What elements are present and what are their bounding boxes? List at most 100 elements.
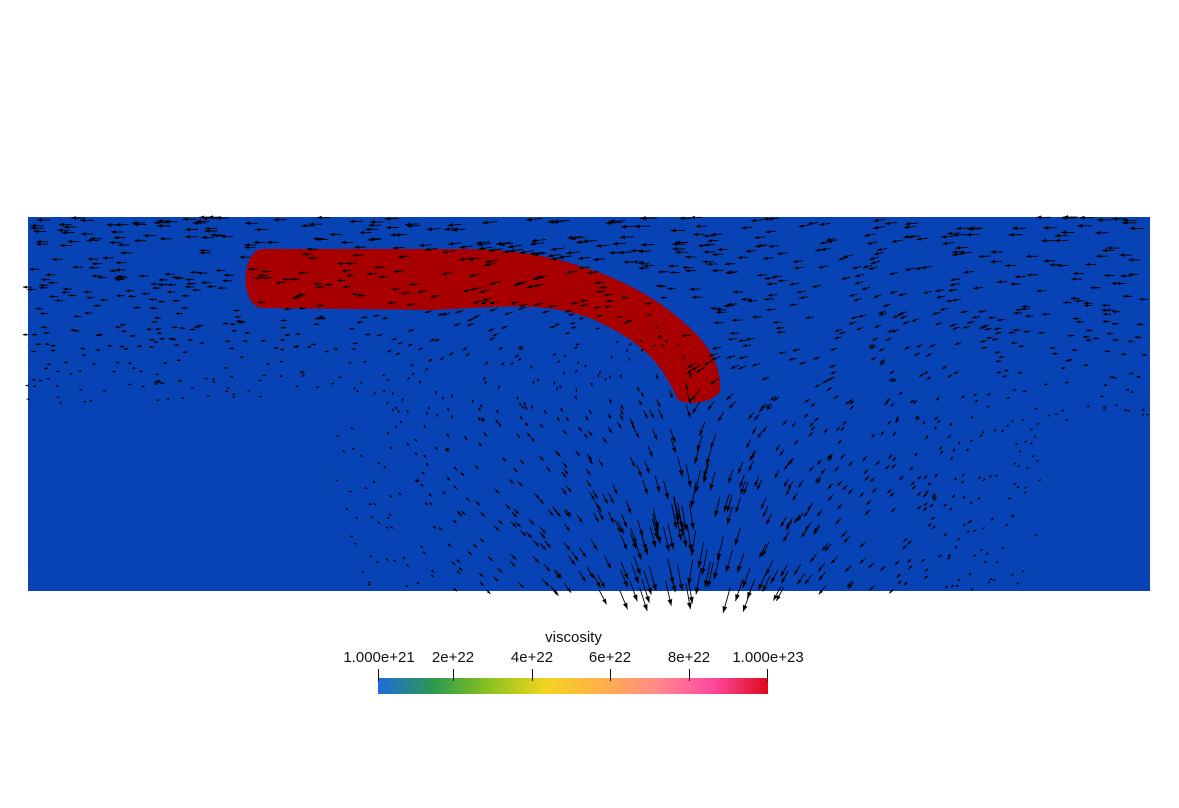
velocity-arrowhead bbox=[588, 410, 592, 414]
velocity-arrowhead bbox=[1060, 409, 1064, 412]
velocity-arrowhead bbox=[879, 359, 884, 363]
velocity-arrowhead bbox=[177, 380, 181, 383]
velocity-arrowhead bbox=[1114, 404, 1118, 407]
velocity-arrowhead bbox=[740, 488, 745, 495]
velocity-arrowhead bbox=[125, 289, 130, 293]
velocity-arrowhead bbox=[728, 404, 733, 409]
velocity-arrowhead bbox=[564, 470, 569, 475]
velocity-arrowhead bbox=[499, 520, 503, 525]
velocity-arrowhead bbox=[911, 318, 916, 322]
velocity-arrowhead bbox=[709, 483, 714, 491]
velocity-arrowhead bbox=[628, 357, 631, 361]
velocity-arrowhead bbox=[582, 552, 587, 558]
velocity-arrowhead bbox=[687, 480, 692, 488]
velocity-arrowhead bbox=[1008, 496, 1011, 500]
velocity-arrowhead bbox=[914, 352, 919, 356]
velocity-arrowhead bbox=[757, 273, 762, 277]
velocity-arrowhead bbox=[495, 527, 500, 531]
velocity-arrowhead bbox=[429, 502, 433, 506]
velocity-arrowhead bbox=[1021, 307, 1026, 311]
velocity-arrowhead bbox=[691, 295, 697, 299]
velocity-arrowhead bbox=[657, 402, 661, 408]
velocity-arrowhead bbox=[501, 362, 505, 366]
velocity-arrowhead bbox=[407, 343, 412, 346]
velocity-arrowhead bbox=[159, 337, 163, 341]
velocity-arrowhead bbox=[982, 478, 986, 481]
velocity-arrowhead bbox=[171, 338, 175, 341]
velocity-arrowhead bbox=[518, 345, 522, 349]
velocity-arrowhead bbox=[986, 336, 991, 340]
velocity-arrowhead bbox=[954, 545, 958, 549]
velocity-arrowhead bbox=[699, 430, 704, 436]
velocity-arrowhead bbox=[868, 564, 873, 568]
colorbar-gradient bbox=[378, 678, 768, 694]
velocity-arrowhead bbox=[562, 473, 567, 478]
velocity-arrowhead bbox=[401, 398, 404, 402]
velocity-arrowhead bbox=[370, 220, 376, 224]
velocity-arrowhead bbox=[608, 219, 615, 224]
velocity-arrowhead bbox=[1136, 375, 1140, 378]
velocity-arrowhead bbox=[826, 237, 831, 242]
velocity-arrowhead bbox=[606, 563, 611, 569]
velocity-arrowhead bbox=[706, 262, 712, 266]
velocity-arrowhead bbox=[566, 545, 571, 551]
velocity-arrowhead bbox=[215, 268, 220, 273]
velocity-arrowhead bbox=[152, 286, 157, 290]
velocity-arrowhead bbox=[623, 580, 628, 587]
velocity-arrowhead bbox=[775, 326, 780, 330]
velocity-arrowhead bbox=[528, 534, 532, 538]
velocity-arrowhead bbox=[898, 293, 903, 296]
velocity-arrowhead bbox=[716, 308, 721, 312]
velocity-arrowhead bbox=[934, 416, 938, 421]
velocity-arrowhead bbox=[933, 497, 937, 501]
velocity-arrowhead bbox=[735, 594, 740, 601]
velocity-arrowhead bbox=[571, 560, 576, 565]
velocity-arrowhead bbox=[115, 361, 119, 364]
velocity-arrowhead bbox=[608, 375, 612, 379]
velocity-arrowhead bbox=[503, 249, 509, 254]
velocity-arrowhead bbox=[961, 480, 965, 484]
velocity-arrowhead bbox=[477, 417, 481, 422]
velocity-arrowhead bbox=[1004, 263, 1010, 268]
velocity-arrowhead bbox=[952, 252, 958, 257]
velocity-arrowhead bbox=[568, 313, 572, 316]
velocity-arrowhead bbox=[176, 359, 180, 362]
velocity-arrowhead bbox=[44, 342, 49, 346]
velocity-arrowhead bbox=[83, 290, 88, 294]
velocity-arrowhead bbox=[542, 529, 546, 534]
velocity-arrowhead bbox=[168, 337, 172, 340]
velocity-arrowhead bbox=[462, 347, 467, 351]
velocity-arrowhead bbox=[1014, 275, 1020, 279]
velocity-arrowhead bbox=[482, 220, 488, 225]
velocity-arrowhead bbox=[879, 362, 884, 366]
velocity-arrowhead bbox=[565, 250, 571, 255]
velocity-arrowhead bbox=[639, 339, 643, 342]
velocity-arrowhead bbox=[792, 348, 797, 352]
velocity-arrowhead bbox=[738, 468, 742, 474]
velocity-arrowhead bbox=[889, 272, 894, 276]
velocity-arrowhead bbox=[534, 542, 539, 547]
velocity-arrowhead bbox=[660, 296, 665, 299]
velocity-arrowhead bbox=[489, 308, 494, 312]
velocity-arrowhead bbox=[836, 427, 840, 431]
velocity-arrowhead bbox=[351, 292, 356, 296]
velocity-arrowhead bbox=[989, 474, 992, 478]
velocity-arrowhead bbox=[438, 527, 443, 531]
velocity-arrowhead bbox=[968, 572, 972, 576]
velocity-arrowhead bbox=[81, 353, 85, 357]
velocity-arrowhead bbox=[588, 431, 593, 436]
velocity-arrowhead bbox=[745, 337, 751, 341]
velocity-arrowhead bbox=[480, 301, 486, 305]
velocity-arrowhead bbox=[446, 408, 450, 412]
velocity-arrowhead bbox=[449, 352, 453, 356]
velocity-arrowhead bbox=[878, 311, 883, 314]
velocity-arrowhead bbox=[866, 241, 872, 245]
velocity-arrowhead bbox=[947, 231, 953, 236]
velocity-arrowhead bbox=[571, 325, 575, 329]
velocity-arrowhead bbox=[691, 395, 696, 401]
velocity-arrowhead bbox=[1079, 215, 1085, 220]
velocity-arrowhead bbox=[774, 473, 778, 479]
velocity-arrowhead bbox=[884, 221, 890, 226]
velocity-arrowhead bbox=[645, 468, 650, 474]
velocity-arrowhead bbox=[442, 250, 448, 254]
